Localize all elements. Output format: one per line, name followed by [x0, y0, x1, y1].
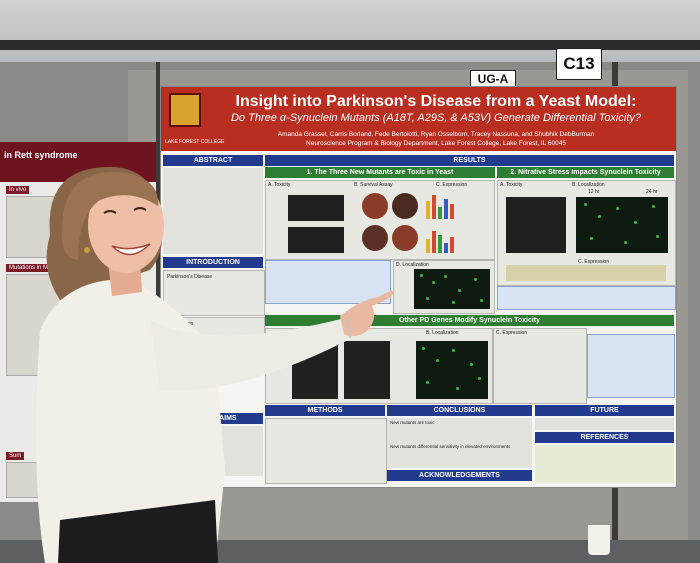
localization-b-label: B. Localization — [426, 330, 459, 336]
poster-affiliation: Neuroscience Program & Biology Departmen… — [306, 140, 566, 147]
result-1-title: 1. The Three New Mutants are Toxic in Ye… — [265, 167, 495, 178]
future-text — [535, 418, 674, 430]
figure-caption — [265, 260, 391, 304]
localization-panel: D. Localization — [393, 260, 495, 314]
expression-label: C. Expression — [578, 259, 610, 265]
spotting-assay — [288, 195, 344, 221]
figure-caption — [497, 286, 676, 310]
western-blot — [506, 265, 666, 281]
time-12h: 12 hr — [588, 189, 600, 195]
poster-authors: Amanda Grassel, Carris Borland, Fede Ber… — [277, 131, 595, 138]
survival-plate — [392, 225, 418, 251]
survival-plate — [362, 225, 388, 251]
result-3-title: Other PD Genes Modify Synuclein Toxicity — [265, 315, 674, 326]
microscopy-grid — [416, 341, 488, 399]
result-2-title: 2. Nitrative Stress Impacts Synuclein To… — [497, 167, 674, 178]
research-poster: LAKE FOREST COLLEGE Insight into Parkins… — [160, 86, 677, 488]
future-header: FUTURE — [535, 405, 674, 416]
paper-cup — [588, 525, 610, 555]
neighbor-section: Sum — [6, 452, 25, 460]
bar-chart — [424, 225, 464, 253]
introduction-header: INTRODUCTION — [163, 257, 263, 268]
figure-caption — [587, 334, 675, 398]
neighbor-poster-title: in Rett syndrome — [4, 150, 78, 160]
bar-chart — [424, 191, 464, 219]
expression-label: C. Expression — [496, 330, 528, 336]
booth-number-sign: C13 — [556, 48, 602, 80]
abstract-text — [163, 168, 263, 254]
introduction-figure: Parkinson's Disease — [163, 270, 265, 316]
spotting-assay — [344, 341, 390, 399]
methods-figure — [265, 418, 387, 484]
conclusions-text: New mutants are toxic New mutants differ… — [387, 418, 532, 468]
references-header: REFERENCES — [535, 432, 674, 443]
microscopy-grid — [576, 197, 668, 253]
survival-plate — [362, 193, 388, 219]
references-text — [535, 445, 674, 483]
methods-header: METHODS — [265, 405, 385, 416]
poster-title: Insight into Parkinson's Disease from a … — [235, 93, 637, 110]
abstract-header: ABSTRACT — [163, 155, 263, 166]
poster-subtitle: Do Three α-Synuclein Mutants (A18T, A29S… — [230, 112, 641, 124]
conclusion-item: New mutants differential sensitivity in … — [390, 444, 511, 449]
neighbor-section: In vivo — [6, 186, 30, 194]
survival-plate — [392, 193, 418, 219]
results-header: RESULTS — [265, 155, 674, 166]
localization-label: D. Localization — [396, 262, 429, 268]
time-24h: 24 hr — [646, 189, 658, 195]
spotting-assay — [288, 227, 344, 253]
college-crest-icon — [169, 93, 201, 127]
conclusions-header: CONCLUSIONS — [387, 405, 532, 416]
result-2-panel: A. Toxicity B. Localization 12 hr 24 hr … — [497, 180, 676, 286]
intro-subtitle: Parkinson's Disease — [167, 274, 213, 280]
room-sign: UG-A — [470, 70, 516, 88]
conclusion-item: New mutants are toxic — [390, 420, 435, 425]
expression-panel: C. Expression — [493, 328, 587, 404]
expression-label: C. Expression — [436, 182, 468, 188]
poster-title-banner: LAKE FOREST COLLEGE Insight into Parkins… — [161, 87, 676, 151]
localization-b-label: B. Localization — [572, 182, 605, 188]
college-name: LAKE FOREST COLLEGE — [165, 139, 225, 145]
result-1-panel: A. Toxicity B. Survival Assay C. Express… — [265, 180, 495, 260]
acknowledgements-header: ACKNOWLEDGEMENTS — [387, 470, 532, 481]
spotting-assay — [506, 197, 566, 253]
survival-label: B. Survival Assay — [354, 182, 393, 188]
neighbor-section: Mutations in MeCP2 — [6, 264, 67, 272]
microscopy-grid — [414, 269, 490, 309]
toxicity-label: A. Toxicity — [500, 182, 523, 188]
ceiling-beam — [0, 40, 700, 50]
toxicity-label: A. Toxicity — [268, 182, 291, 188]
